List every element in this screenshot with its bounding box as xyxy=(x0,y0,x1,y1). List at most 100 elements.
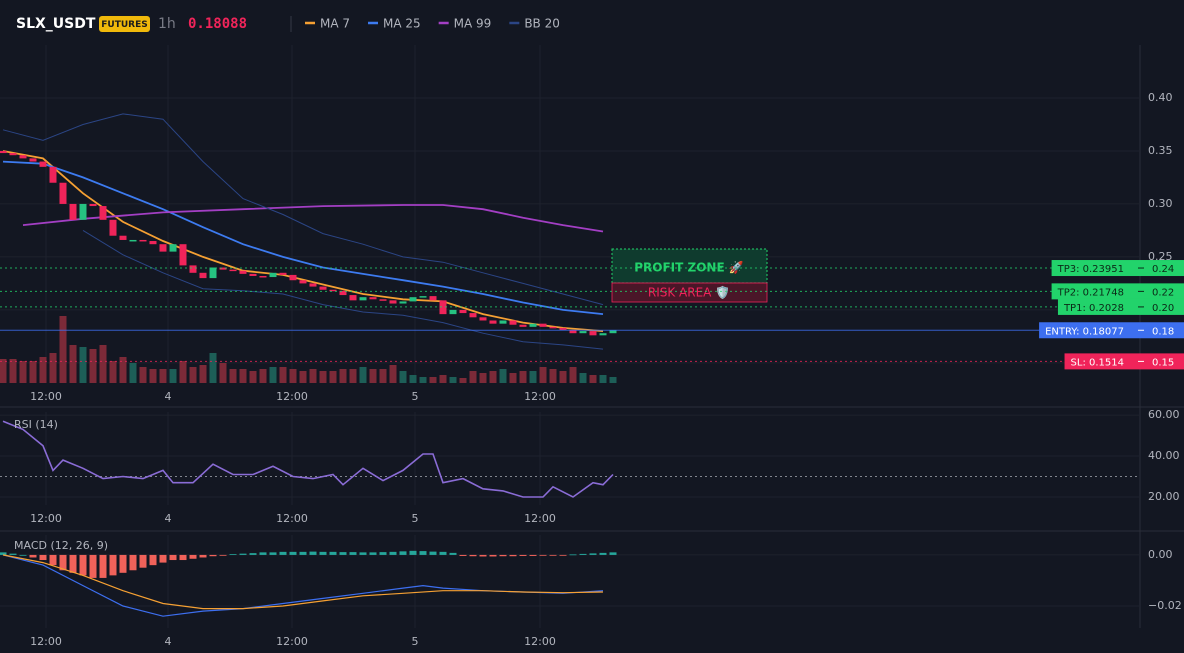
macd-bar xyxy=(489,554,497,557)
volume-bar xyxy=(429,377,437,383)
legend-label: MA 25 xyxy=(383,17,421,31)
y-tick-label: 60.00 xyxy=(1148,408,1180,421)
candle xyxy=(599,333,607,336)
volume-bar xyxy=(359,367,367,383)
volume-bar xyxy=(499,369,507,383)
legend-label: MA 99 xyxy=(454,17,492,31)
candle xyxy=(459,309,467,314)
symbol: SLX_USDT xyxy=(16,16,96,32)
candle xyxy=(549,326,557,329)
volume-bar xyxy=(389,365,397,383)
candle xyxy=(559,327,567,331)
level-tag xyxy=(1057,298,1184,315)
macd-bar xyxy=(229,554,237,555)
volume-bar xyxy=(519,371,527,383)
macd-bar xyxy=(109,554,117,576)
macd-bar xyxy=(559,554,567,556)
pane-title: RSI (14) xyxy=(14,418,58,431)
macd-bar xyxy=(149,554,157,566)
x-tick-label: 5 xyxy=(412,635,419,648)
macd-bar xyxy=(499,554,507,557)
volume-bar xyxy=(569,367,577,383)
volume-bar xyxy=(319,371,327,383)
volume-bar xyxy=(549,369,557,383)
pane-title: MACD (12, 26, 9) xyxy=(14,539,108,552)
volume-bar xyxy=(589,375,597,383)
macd-bar xyxy=(469,554,477,557)
macd-bar xyxy=(359,552,367,555)
volume-bar xyxy=(189,367,197,383)
candle xyxy=(519,324,527,327)
level-label: TP3: 0.23951 xyxy=(1057,264,1124,275)
macd-bar xyxy=(0,552,7,555)
macd-bar xyxy=(539,554,547,556)
candle xyxy=(139,239,147,242)
macd-bar xyxy=(19,554,27,556)
candle xyxy=(359,297,367,301)
volume-bar xyxy=(139,367,147,383)
macd-bar xyxy=(519,554,527,556)
y-tick-label: −0.02 xyxy=(1148,599,1182,612)
macd-bar xyxy=(549,554,557,556)
volume-bar xyxy=(309,369,317,383)
macd-bar xyxy=(529,554,537,556)
macd-bar xyxy=(319,551,327,555)
macd-bar xyxy=(79,554,87,576)
macd-bar xyxy=(99,554,107,578)
y-tick-label: 0.40 xyxy=(1148,91,1173,104)
level-axis-label: 0.24 xyxy=(1152,264,1174,275)
candle xyxy=(119,235,127,240)
candle xyxy=(29,158,37,162)
x-tick-label: 4 xyxy=(165,390,172,403)
x-tick-label: 12:00 xyxy=(276,635,308,648)
volume-bar xyxy=(379,369,387,383)
level-label: ENTRY: 0.18077 xyxy=(1045,326,1124,337)
macd-bar xyxy=(199,554,207,558)
volume-bar xyxy=(119,357,127,383)
candle xyxy=(169,244,177,252)
y-tick-label: 0.30 xyxy=(1148,197,1173,210)
candle xyxy=(369,297,377,300)
volume-bar xyxy=(9,359,17,383)
candle xyxy=(489,320,497,324)
macd-bar xyxy=(239,553,247,555)
macd-bar xyxy=(29,554,37,558)
candle xyxy=(469,313,477,318)
candle xyxy=(379,299,387,301)
level-axis-label: 0.20 xyxy=(1152,303,1174,314)
macd-bar xyxy=(419,551,427,555)
candle xyxy=(199,272,207,279)
macd-bar xyxy=(69,554,77,573)
candle xyxy=(609,330,617,334)
volume-bar xyxy=(249,371,257,383)
ma-line xyxy=(2,160,604,315)
volume-bar xyxy=(79,347,87,383)
x-tick-label: 5 xyxy=(412,390,419,403)
macd-bar xyxy=(59,554,67,571)
profit-zone-label: PROFIT ZONE 🚀 xyxy=(634,261,744,275)
macd-bar xyxy=(589,553,597,555)
candle xyxy=(39,161,47,167)
candle xyxy=(99,206,107,220)
candle xyxy=(159,244,167,252)
candle xyxy=(279,272,287,275)
y-tick-label: 0.35 xyxy=(1148,144,1173,157)
candle xyxy=(419,296,427,298)
macd-bar xyxy=(309,551,317,555)
macd-bar xyxy=(479,554,487,557)
candle xyxy=(89,203,97,207)
candle xyxy=(509,320,517,325)
macd-bar xyxy=(249,553,257,555)
profit-zone xyxy=(611,248,768,284)
candle xyxy=(539,323,547,327)
macd-bar xyxy=(269,552,277,555)
x-tick-label: 12:00 xyxy=(276,512,308,525)
volume-bar xyxy=(69,345,77,383)
x-tick-label: 4 xyxy=(165,512,172,525)
x-tick-label: 5 xyxy=(412,512,419,525)
candle xyxy=(69,203,77,220)
macd-bar xyxy=(209,554,217,557)
y-tick-label: 40.00 xyxy=(1148,449,1180,462)
volume-bar xyxy=(329,371,337,383)
macd-bar xyxy=(429,551,437,555)
